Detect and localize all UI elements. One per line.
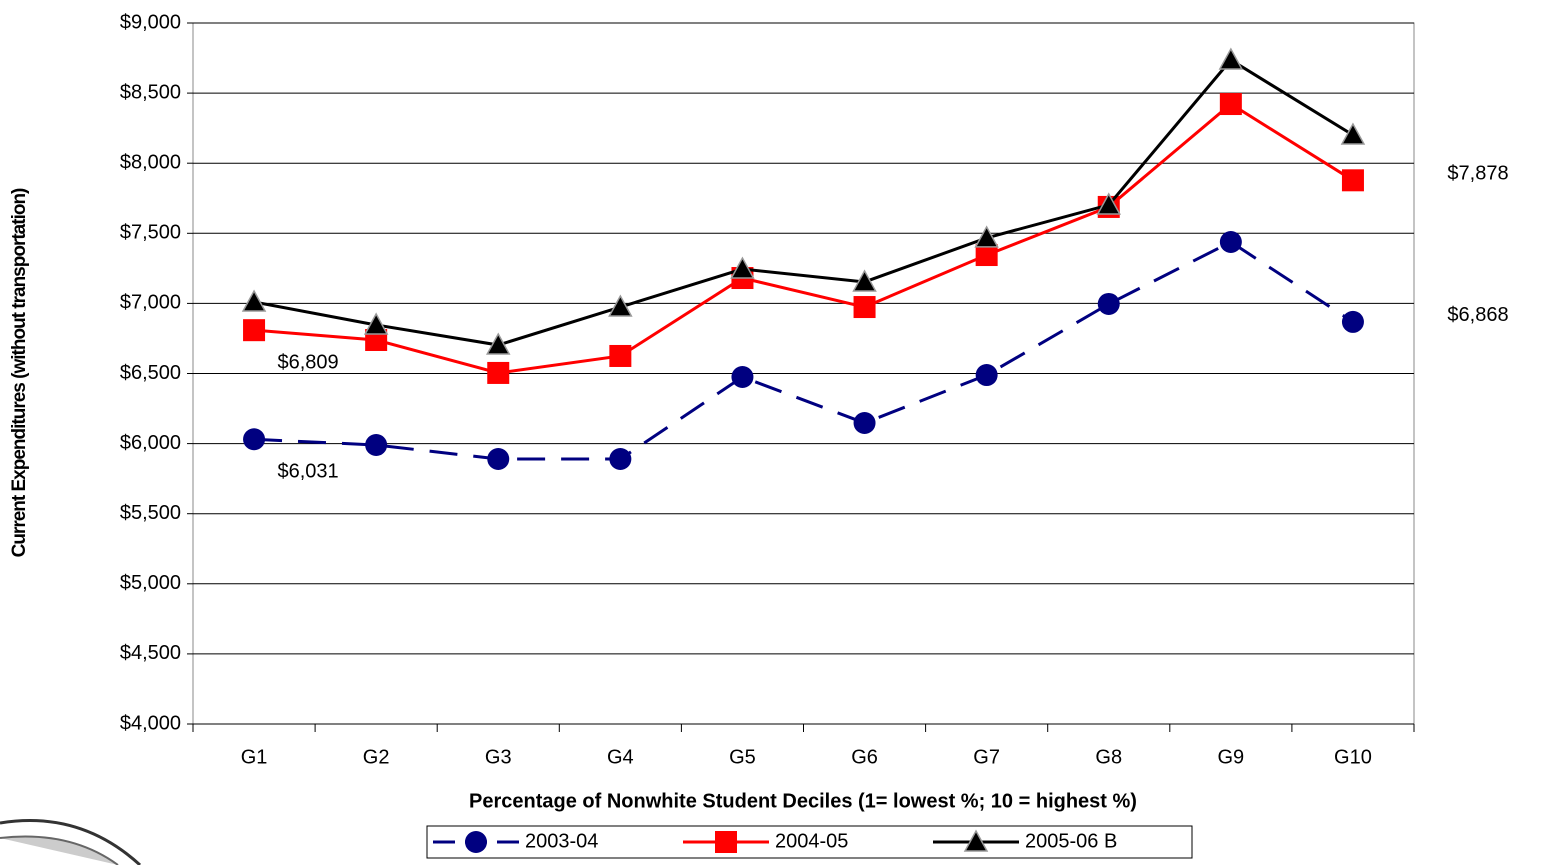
y-tick-label: $4,000 [120,712,181,734]
legend-label: 2004-05 [775,830,848,852]
y-tick-label: $5,500 [120,502,181,524]
data-point [485,332,511,355]
y-tick-label: $6,000 [120,432,181,454]
data-point [853,296,876,319]
y-tick-label: $6,500 [120,362,181,384]
data-label: $6,868 [1447,304,1508,326]
series-line [253,58,1354,347]
x-tick-label: G3 [485,746,512,768]
data-point [1341,169,1364,192]
data-point [487,361,510,384]
series-line [253,240,1354,461]
data-point [975,244,998,267]
y-tick-label: $8,500 [120,81,181,103]
legend [426,825,1193,859]
data-point [1097,292,1120,315]
x-tick-label: G6 [851,746,878,768]
x-tick-label: G9 [1218,746,1245,768]
y-tick-label: $4,500 [120,642,181,664]
x-tick-label: G5 [729,746,756,768]
data-point [1218,47,1244,70]
data-point [1340,122,1366,145]
data-point [609,448,632,471]
data-point [365,434,388,457]
x-tick-label: G8 [1095,746,1122,768]
y-tick-label: $9,000 [120,11,181,33]
x-tick-label: G1 [241,746,268,768]
data-point [363,312,389,335]
legend-marker [963,829,989,852]
y-tick-label: $5,000 [120,572,181,594]
x-tick-label: G7 [973,746,1000,768]
data-label: $7,878 [1447,163,1508,185]
logo [0,819,142,865]
data-point [975,364,998,387]
data-point [243,319,266,342]
y-tick-label: $7,000 [120,292,181,314]
data-label: $6,031 [277,461,338,483]
y-tick-label: $7,500 [120,222,181,244]
legend-label: 2003-04 [525,830,598,852]
x-tick-label: G4 [607,746,634,768]
x-axis-title: Percentage of Nonwhite Student Deciles (… [469,790,1137,812]
y-tick-label: $8,000 [120,151,181,173]
data-point [853,411,876,434]
data-point [1096,192,1122,215]
data-point [243,428,266,451]
legend-marker [715,831,737,853]
data-point [1219,230,1242,253]
data-point [730,256,755,279]
data-label: $6,809 [277,351,338,373]
data-point [487,448,510,471]
data-point [1219,93,1242,116]
legend-label: 2005-06 B [1025,830,1117,852]
x-tick-label: G10 [1334,746,1372,768]
data-point [609,344,632,367]
data-point [1341,310,1364,333]
data-point [974,225,999,248]
data-point [852,269,877,292]
series-line [253,102,1354,375]
x-tick-label: G2 [363,746,390,768]
data-point [241,289,267,312]
data-point [608,294,633,317]
data-point [731,366,754,389]
legend-marker [465,831,487,853]
y-axis-title: Current Expenditures (without transporta… [9,188,30,557]
